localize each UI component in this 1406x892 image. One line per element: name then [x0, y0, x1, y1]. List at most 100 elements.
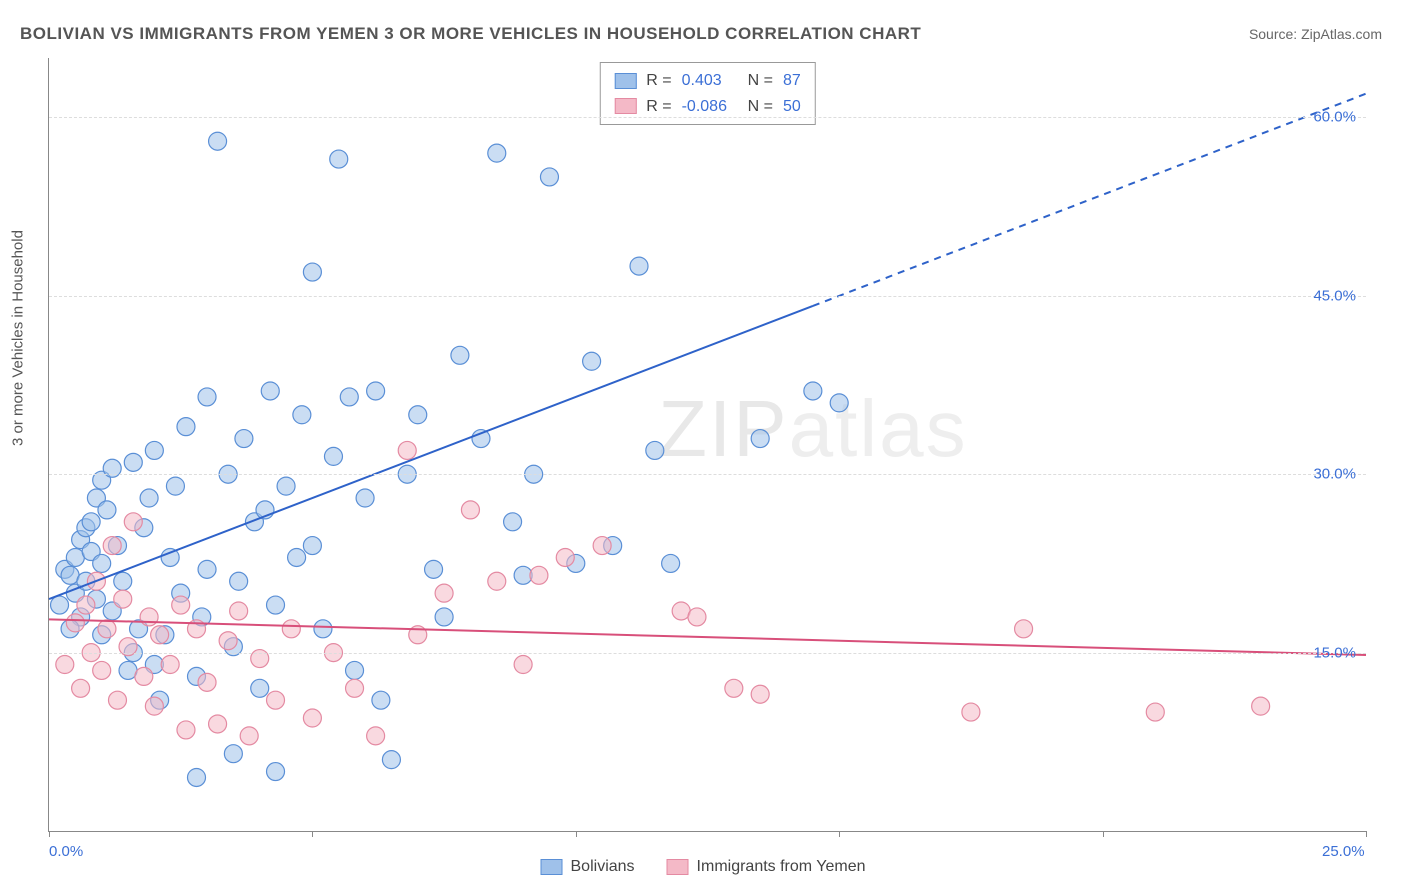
data-point [540, 168, 558, 186]
data-point [1146, 703, 1164, 721]
data-point [593, 537, 611, 555]
data-point [230, 602, 248, 620]
x-tick [1103, 831, 1104, 837]
data-point [209, 132, 227, 150]
data-point [409, 406, 427, 424]
data-point [372, 691, 390, 709]
data-point [451, 346, 469, 364]
data-point [219, 632, 237, 650]
grid-line [49, 653, 1366, 654]
legend-label-1: Bolivians [571, 858, 635, 876]
data-point [277, 477, 295, 495]
data-point [356, 489, 374, 507]
grid-line [49, 474, 1366, 475]
data-point [140, 489, 158, 507]
x-tick-label: 25.0% [1322, 843, 1365, 860]
trend-line-dashed [813, 94, 1366, 306]
data-point [293, 406, 311, 424]
plot-area: ZIPatlas R = 0.403 N = 87 R = -0.086 N =… [48, 58, 1366, 832]
data-point [646, 441, 664, 459]
data-point [398, 441, 416, 459]
data-point [114, 572, 132, 590]
data-point [367, 382, 385, 400]
data-point [340, 388, 358, 406]
bottom-legend: Bolivians Immigrants from Yemen [541, 858, 866, 876]
data-point [124, 513, 142, 531]
legend-item-2: Immigrants from Yemen [667, 858, 866, 876]
data-point [98, 501, 116, 519]
data-point [82, 513, 100, 531]
data-point [962, 703, 980, 721]
data-point [177, 721, 195, 739]
data-point [77, 596, 95, 614]
data-point [688, 608, 706, 626]
data-point [172, 596, 190, 614]
data-point [240, 727, 258, 745]
y-tick-label: 60.0% [1313, 109, 1356, 126]
x-tick-label: 0.0% [49, 843, 83, 860]
data-point [267, 691, 285, 709]
data-point [209, 715, 227, 733]
y-axis-label: 3 or more Vehicles in Household [10, 230, 27, 446]
data-point [188, 768, 206, 786]
data-point [382, 751, 400, 769]
y-tick-label: 15.0% [1313, 644, 1356, 661]
data-point [140, 608, 158, 626]
data-point [267, 596, 285, 614]
data-point [435, 608, 453, 626]
data-point [114, 590, 132, 608]
data-point [103, 537, 121, 555]
x-tick [839, 831, 840, 837]
data-point [425, 560, 443, 578]
data-point [324, 447, 342, 465]
data-point [145, 441, 163, 459]
data-point [93, 661, 111, 679]
data-point [751, 685, 769, 703]
grid-line [49, 117, 1366, 118]
data-point [504, 513, 522, 531]
data-point [51, 596, 69, 614]
data-point [346, 661, 364, 679]
grid-line [49, 296, 1366, 297]
source-attribution: Source: ZipAtlas.com [1249, 26, 1382, 42]
legend-swatch-2 [667, 859, 689, 875]
data-point [1015, 620, 1033, 638]
data-point [804, 382, 822, 400]
data-point [346, 679, 364, 697]
data-point [230, 572, 248, 590]
data-point [461, 501, 479, 519]
y-tick-label: 45.0% [1313, 287, 1356, 304]
data-point [251, 679, 269, 697]
data-point [282, 620, 300, 638]
data-point [725, 679, 743, 697]
legend-swatch-1 [541, 859, 563, 875]
x-tick [49, 831, 50, 837]
data-point [161, 656, 179, 674]
data-point [314, 620, 332, 638]
data-point [830, 394, 848, 412]
data-point [66, 614, 84, 632]
chart-title: BOLIVIAN VS IMMIGRANTS FROM YEMEN 3 OR M… [20, 24, 921, 44]
data-point [56, 656, 74, 674]
data-point [198, 388, 216, 406]
data-point [556, 548, 574, 566]
data-point [224, 745, 242, 763]
data-point [235, 430, 253, 448]
data-point [288, 548, 306, 566]
legend-item-1: Bolivians [541, 858, 635, 876]
data-point [303, 709, 321, 727]
data-point [177, 418, 195, 436]
data-point [135, 667, 153, 685]
data-point [198, 673, 216, 691]
data-point [198, 560, 216, 578]
data-point [261, 382, 279, 400]
data-point [303, 263, 321, 281]
data-point [93, 554, 111, 572]
data-point [72, 679, 90, 697]
data-point [751, 430, 769, 448]
data-point [662, 554, 680, 572]
data-point [630, 257, 648, 275]
y-tick-label: 30.0% [1313, 466, 1356, 483]
x-tick [576, 831, 577, 837]
legend-label-2: Immigrants from Yemen [697, 858, 866, 876]
